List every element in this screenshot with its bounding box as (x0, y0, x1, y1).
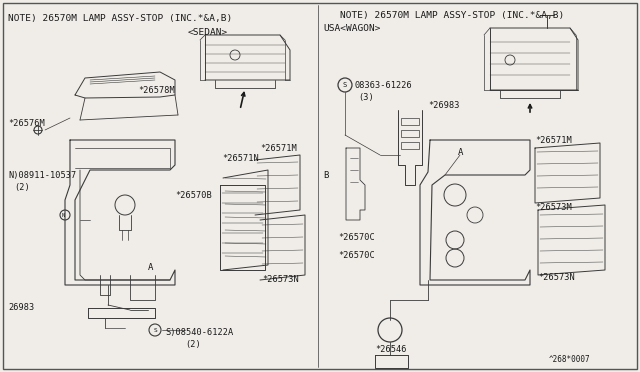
Text: S: S (153, 327, 157, 333)
Text: (3): (3) (358, 93, 374, 102)
Text: *26571N: *26571N (222, 154, 259, 163)
Text: NOTE) 26570M LAMP ASSY-STOP (INC.*&A,B): NOTE) 26570M LAMP ASSY-STOP (INC.*&A,B) (8, 13, 232, 22)
Text: NOTE) 26570M LAMP ASSY-STOP (INC.*&A,B): NOTE) 26570M LAMP ASSY-STOP (INC.*&A,B) (340, 10, 564, 19)
Text: *26571M: *26571M (260, 144, 297, 153)
Text: *26570C: *26570C (338, 250, 375, 260)
Text: 08363-61226: 08363-61226 (355, 80, 413, 90)
Bar (401, 118, 419, 125)
Text: *26573M: *26573M (535, 202, 572, 212)
Text: N)08911-10537: N)08911-10537 (8, 170, 76, 180)
Text: A: A (148, 263, 154, 273)
Text: *26571M: *26571M (535, 135, 572, 144)
Text: *26573N: *26573N (538, 273, 575, 282)
Text: *26570B: *26570B (175, 190, 212, 199)
Text: (2): (2) (14, 183, 29, 192)
Text: *26576M: *26576M (8, 119, 45, 128)
Text: N: N (61, 212, 65, 218)
Text: *26546: *26546 (375, 346, 406, 355)
Text: B: B (323, 170, 328, 180)
Text: <SEDAN>: <SEDAN> (188, 28, 228, 36)
Text: ^268*0007: ^268*0007 (548, 356, 590, 365)
Text: S: S (343, 82, 347, 88)
Text: USA<WAGON>: USA<WAGON> (323, 23, 381, 32)
Text: S)08540-6122A: S)08540-6122A (165, 327, 233, 337)
Text: *26573N: *26573N (262, 276, 299, 285)
Text: *26570C: *26570C (338, 232, 375, 241)
Text: *26983: *26983 (428, 100, 460, 109)
Text: A: A (458, 148, 463, 157)
Text: (2): (2) (185, 340, 201, 349)
Bar (401, 142, 419, 149)
Bar (401, 130, 419, 137)
Text: 26983: 26983 (8, 302, 35, 311)
Text: *26578M: *26578M (138, 86, 175, 94)
